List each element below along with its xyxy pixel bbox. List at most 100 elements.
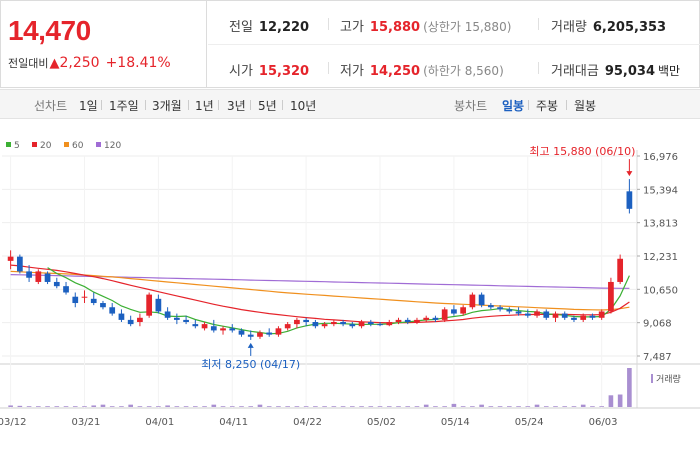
period-1y-button[interactable]: 1년	[195, 99, 214, 113]
y-tick-label: 16,976	[643, 152, 678, 163]
divider	[250, 100, 251, 110]
stat-label: 전일	[229, 20, 253, 35]
volume-panel: 거래량	[8, 368, 681, 407]
volume-bar	[257, 404, 263, 407]
volume-legend-swatch	[651, 374, 653, 383]
period-1w-button[interactable]: 1주일	[109, 99, 139, 113]
y-tick-label: 12,231	[643, 252, 678, 263]
candle-body	[229, 328, 236, 331]
candle-chart-label: 봉차트	[454, 99, 488, 113]
volume-bar	[423, 404, 429, 407]
volume-bar	[146, 406, 152, 407]
volume-bar	[543, 406, 549, 407]
candle-body	[543, 311, 550, 318]
volume-bar	[599, 406, 604, 407]
volume-bar	[119, 406, 124, 407]
current-price: 14,470	[8, 15, 91, 46]
volume-bar	[239, 406, 244, 407]
volume-bar	[571, 406, 577, 407]
change-percent: +18.41%	[105, 55, 171, 71]
candle-monthly-button[interactable]: 월봉	[574, 99, 597, 113]
volume-bar	[627, 368, 632, 407]
legend-label: 120	[104, 141, 121, 151]
candle-body	[44, 273, 51, 282]
candle-daily-button[interactable]: 일봉	[502, 99, 525, 113]
volume-label: 거래량	[656, 373, 681, 385]
volume-bar	[183, 406, 189, 407]
x-tick-label: 05/24	[515, 417, 544, 428]
volume-bar	[63, 406, 69, 407]
moving-average-lines	[10, 264, 630, 335]
candle-body	[552, 313, 559, 318]
volume-bar	[580, 404, 586, 407]
period-5y-button[interactable]: 5년	[258, 99, 277, 113]
candle-body	[192, 324, 199, 327]
period-3y-button[interactable]: 3년	[227, 99, 246, 113]
chart-grid	[0, 150, 700, 409]
stat-label: 거래량	[551, 20, 587, 35]
candle-body	[257, 332, 263, 337]
volume-bar	[128, 404, 133, 407]
volume-bar	[590, 406, 595, 407]
legend-swatch	[96, 142, 101, 147]
volume-bar	[220, 406, 226, 407]
price-box: 14,470 전일대비▲2,250 +18.41%	[1, 1, 207, 87]
volume-bar	[497, 406, 503, 407]
candle-body	[173, 317, 180, 320]
volume-bar	[36, 406, 41, 407]
candle-body	[404, 319, 411, 323]
candle-body	[81, 296, 88, 298]
volume-bar	[294, 406, 300, 407]
y-tick-label: 10,650	[643, 285, 678, 296]
volume-bar	[488, 406, 494, 407]
volume-bar	[100, 404, 106, 407]
period-3m-button[interactable]: 3개월	[152, 99, 182, 113]
candle-body	[330, 322, 337, 325]
candle-body	[608, 281, 614, 312]
candle-body	[90, 298, 97, 304]
candle-body	[16, 256, 23, 272]
candle-body	[561, 313, 568, 318]
divider	[188, 100, 189, 110]
stat-value: 12,220	[258, 20, 310, 35]
candle-body	[164, 311, 171, 318]
divider	[101, 100, 102, 110]
candle-body	[349, 324, 356, 327]
period-10y-button[interactable]: 10년	[290, 99, 317, 113]
candle-weekly-button[interactable]: 주봉	[536, 99, 559, 113]
volume-bar	[479, 404, 484, 407]
candle-body	[284, 324, 291, 329]
legend-swatch	[64, 142, 69, 147]
candle-body	[497, 307, 503, 310]
candle-body	[571, 317, 577, 320]
candle-body	[303, 319, 310, 323]
candle-body	[580, 315, 587, 320]
stat-trading-value: 거래대금 95,034 백만	[551, 60, 680, 79]
volume-bar	[507, 406, 512, 407]
change-amount: 2,250	[59, 55, 100, 71]
candle-body	[294, 319, 300, 325]
y-tick-label: 13,813	[643, 219, 678, 230]
volume-bar	[248, 406, 254, 407]
candle-body	[321, 324, 328, 327]
legend-swatch	[6, 142, 11, 147]
candle-body	[524, 313, 531, 316]
volume-bar	[72, 406, 78, 407]
candle-body	[395, 319, 402, 323]
period-1d-button[interactable]: 1일	[79, 99, 98, 113]
candle-body	[127, 319, 134, 325]
candles	[7, 179, 633, 340]
stat-label: 저가	[340, 64, 364, 79]
high-annotation: 최고 15,880 (06/10)	[529, 145, 635, 158]
x-tick-label: 03/21	[72, 417, 101, 428]
candle-body	[487, 305, 494, 308]
stat-value: 6,205,353	[592, 20, 667, 35]
legend-label: 20	[40, 141, 52, 151]
volume-bar	[313, 406, 318, 407]
volume-bar	[8, 405, 13, 407]
chart-legend: 5 20 60 120	[6, 141, 121, 151]
volume-bar	[386, 406, 392, 407]
volume-bar	[17, 405, 23, 407]
candle-body	[35, 271, 42, 282]
stat-sub: (상한가 15,880)	[423, 20, 512, 34]
